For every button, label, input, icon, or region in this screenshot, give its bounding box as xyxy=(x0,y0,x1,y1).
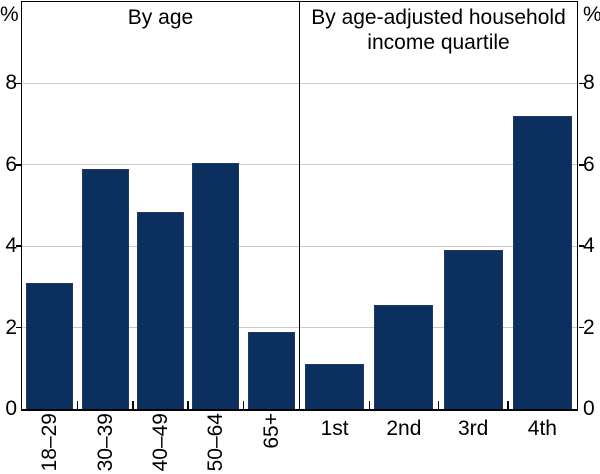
y-axis-tick-left xyxy=(16,82,21,85)
bar-slot xyxy=(188,162,243,409)
y-axis-label-yl-6: 6 xyxy=(5,152,17,176)
y-axis-label-yl-0: 0 xyxy=(5,397,17,420)
bar-1st xyxy=(305,364,365,409)
bar-slot xyxy=(244,331,299,409)
x-axis-tick xyxy=(507,401,509,409)
x-axis-labels-age: 18–29 30–39 40–49 50–64 65+ xyxy=(22,413,299,474)
x-axis-label: 18–29 xyxy=(38,413,62,472)
panel-divider xyxy=(298,2,301,409)
x-label-slot: 65+ xyxy=(244,413,299,474)
y-axis-label-yr-4: 4 xyxy=(583,234,595,258)
y-axis-tick-right xyxy=(579,82,584,85)
x-axis-tick xyxy=(132,401,134,409)
x-axis-label: 2nd xyxy=(386,417,422,440)
x-axis-tick xyxy=(368,401,370,409)
x-axis-tick xyxy=(187,401,189,409)
x-axis-tick xyxy=(437,401,440,409)
y-axis-label-yl-2: 2 xyxy=(5,315,17,339)
bar-slot xyxy=(133,211,188,409)
bar-slot xyxy=(300,364,369,409)
x-axis-label: 3rd xyxy=(457,417,489,440)
plot-area: By age By age-adjusted household income … xyxy=(21,1,578,411)
x-axis-tick xyxy=(76,401,79,409)
y-axis-label-yr-8: 8 xyxy=(583,71,595,95)
bar-3rd xyxy=(443,250,503,409)
panel-title-by-income-quartile: By age-adjusted household income quartil… xyxy=(311,6,566,54)
y-axis-tick-left xyxy=(16,326,21,329)
x-axis-label: 50–64 xyxy=(204,413,228,472)
y-axis-tick-right xyxy=(579,326,584,329)
y-axis-label-yl-8: 8 xyxy=(5,71,17,95)
bar-slot xyxy=(77,168,132,409)
x-axis-label: 4th xyxy=(527,417,557,440)
bar-slot xyxy=(369,305,438,409)
panel-by-age xyxy=(22,2,299,409)
x-axis-label: 30–39 xyxy=(93,413,117,472)
bar-18-29 xyxy=(26,282,74,409)
y-axis-unit-left: % xyxy=(0,3,19,26)
y-axis-tick-right xyxy=(579,164,584,166)
bar-2nd xyxy=(374,305,434,409)
bar-30-39 xyxy=(81,168,129,409)
bar-slot xyxy=(22,282,77,409)
panel-title-by-age: By age xyxy=(127,6,194,29)
y-axis-label-yr-0: 0 xyxy=(583,397,595,420)
x-axis-labels-quartile: 1st 2nd 3rd 4th xyxy=(300,417,577,441)
bar-slot xyxy=(508,115,577,409)
x-axis-label: 1st xyxy=(320,417,349,440)
y-axis-label-yr-2: 2 xyxy=(583,315,595,339)
panel-by-income-quartile xyxy=(300,2,577,409)
x-label-slot: 50–64 xyxy=(188,413,243,474)
y-axis-label-yr-6: 6 xyxy=(583,152,595,176)
y-axis-tick-left xyxy=(16,164,21,166)
x-label-slot: 18–29 xyxy=(22,413,77,474)
bar-slot xyxy=(439,250,508,409)
x-axis-tick xyxy=(242,401,245,409)
bar-65- xyxy=(247,331,295,409)
y-axis-tick-left xyxy=(16,245,21,247)
y-axis-label-yl-4: 4 xyxy=(5,234,17,258)
bar-4th xyxy=(512,115,572,409)
y-axis-unit-right: % xyxy=(583,3,600,26)
x-label-slot: 40–49 xyxy=(133,413,188,474)
bar-40-49 xyxy=(136,211,184,409)
x-axis-label: 65+ xyxy=(259,413,283,449)
x-axis-label: 40–49 xyxy=(149,413,173,472)
y-axis-tick-right xyxy=(579,245,584,247)
x-label-slot: 30–39 xyxy=(77,413,132,474)
bar-50-64 xyxy=(192,162,240,409)
